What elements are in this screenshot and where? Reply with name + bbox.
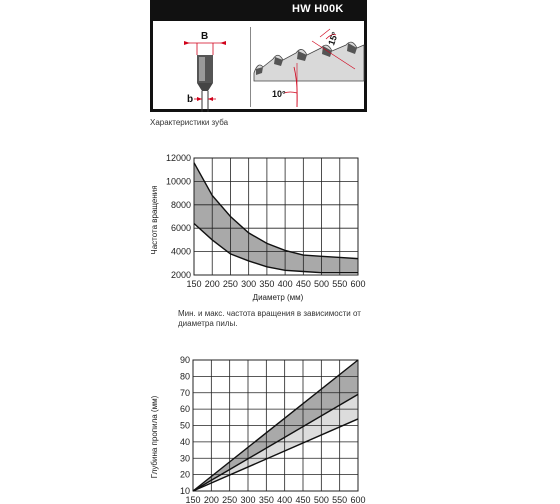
x-tick-label: 600 — [350, 279, 365, 289]
bottom-angle-label: 10° — [272, 89, 286, 99]
x-tick-label: 200 — [204, 495, 219, 504]
y-tick-label: 4000 — [171, 247, 191, 257]
x-tick-label: 550 — [332, 495, 347, 504]
x-tick-label: 150 — [185, 495, 200, 504]
x-tick-label: 550 — [332, 279, 347, 289]
x-tick-label: 500 — [314, 495, 329, 504]
depth-x-ticks: 150 200 250 300 350 400 450 500 550 600 — [185, 495, 365, 504]
tooth-width-label-B: B — [201, 31, 208, 42]
rpm-y-axis-label: Частота вращения — [150, 185, 159, 254]
y-tick-label: 90 — [180, 355, 190, 365]
plot-frame — [192, 359, 359, 492]
rpm-x-axis-label: Диаметр (мм) — [253, 293, 304, 302]
x-tick-label: 450 — [295, 495, 310, 504]
tooth-diagram-divider — [250, 27, 251, 107]
cut-depth-chart: 10 20 30 40 50 60 70 80 90 150 200 250 300 350 400 450… — [150, 355, 366, 504]
series-line-max — [193, 162, 359, 260]
y-tick-label: 20 — [180, 470, 190, 480]
rpm-lines — [193, 162, 359, 274]
blade-teeth-profile — [253, 28, 365, 108]
band-max-min — [194, 162, 358, 273]
plot-frame — [193, 157, 359, 276]
series-line-upper — [192, 359, 359, 492]
header-bar — [150, 0, 367, 21]
tooth-diagram: B b 15° 10° — [184, 28, 365, 112]
tooth-diagram-caption: Характеристики зуба — [150, 118, 229, 127]
x-tick-label: 300 — [240, 495, 255, 504]
top-angle-label: 15° — [326, 30, 340, 47]
rpm-chart: 2000 4000 6000 8000 10000 12000 150 200 250 300 3… — [150, 153, 366, 302]
tooth-width-label-b: b — [187, 94, 193, 105]
x-tick-label: 350 — [259, 495, 274, 504]
series-line-middle — [192, 393, 359, 492]
rpm-y-ticks: 2000 4000 6000 8000 10000 12000 — [166, 153, 191, 280]
x-tick-label: 150 — [186, 279, 201, 289]
depth-lines — [192, 359, 359, 492]
series-line-lower — [192, 418, 359, 492]
y-tick-label: 6000 — [171, 223, 191, 233]
y-tick-label: 60 — [180, 404, 190, 414]
depth-y-ticks: 10 20 30 40 50 60 70 80 90 — [180, 355, 190, 496]
series-line-min — [193, 222, 358, 274]
x-tick-label: 400 — [277, 495, 292, 504]
rpm-x-ticks: 150 200 250 300 350 400 450 500 550 600 — [186, 279, 365, 289]
y-tick-label: 50 — [180, 421, 190, 431]
y-tick-label: 80 — [180, 371, 190, 381]
x-tick-label: 200 — [205, 279, 220, 289]
rpm-chart-caption: Мин. и макс. частота вращения в зависимо… — [178, 309, 361, 328]
x-tick-label: 350 — [259, 279, 274, 289]
y-tick-label: 40 — [180, 437, 190, 447]
tooth-cross-section — [184, 41, 226, 112]
y-tick-label: 12000 — [166, 153, 191, 163]
x-tick-label: 600 — [350, 495, 365, 504]
y-tick-label: 10000 — [166, 176, 191, 186]
rpm-band-layer — [194, 162, 358, 273]
x-tick-label: 250 — [223, 279, 238, 289]
x-tick-label: 300 — [241, 279, 256, 289]
x-tick-label: 400 — [278, 279, 293, 289]
y-tick-label: 70 — [180, 388, 190, 398]
x-tick-label: 500 — [314, 279, 329, 289]
x-tick-label: 450 — [296, 279, 311, 289]
depth-grid — [192, 359, 359, 492]
header-title: HW H00K — [292, 3, 344, 15]
y-tick-label: 8000 — [171, 200, 191, 210]
y-tick-label: 10 — [180, 486, 190, 496]
depth-y-axis-label: Глубина пропила (мм) — [150, 395, 159, 478]
x-tick-label: 250 — [222, 495, 237, 504]
y-tick-label: 2000 — [171, 270, 191, 280]
y-tick-label: 30 — [180, 453, 190, 463]
